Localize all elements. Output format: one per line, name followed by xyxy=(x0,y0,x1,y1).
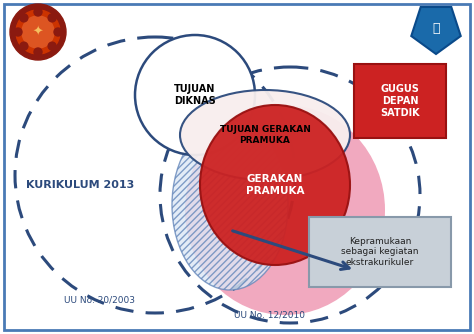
Circle shape xyxy=(34,8,42,16)
FancyBboxPatch shape xyxy=(309,217,451,287)
Text: UU No. 20/2003: UU No. 20/2003 xyxy=(64,296,136,305)
Text: 🏛: 🏛 xyxy=(432,21,440,34)
Circle shape xyxy=(16,10,60,54)
Text: TUJUAN
DIKNAS: TUJUAN DIKNAS xyxy=(174,84,216,106)
FancyBboxPatch shape xyxy=(4,4,470,330)
Text: GERAKAN
PRAMUKA: GERAKAN PRAMUKA xyxy=(246,174,304,196)
Circle shape xyxy=(48,42,56,50)
Text: ✦: ✦ xyxy=(33,25,43,38)
FancyBboxPatch shape xyxy=(354,64,446,138)
Ellipse shape xyxy=(200,105,350,265)
Text: UU No. 12/2010: UU No. 12/2010 xyxy=(235,311,306,320)
Text: TUJUAN GERAKAN
PRAMUKA: TUJUAN GERAKAN PRAMUKA xyxy=(219,125,310,145)
Polygon shape xyxy=(411,7,461,54)
Ellipse shape xyxy=(180,90,350,180)
FancyArrowPatch shape xyxy=(233,231,349,270)
Circle shape xyxy=(20,42,28,50)
Circle shape xyxy=(48,14,56,22)
Circle shape xyxy=(34,48,42,56)
Ellipse shape xyxy=(135,35,255,155)
Circle shape xyxy=(22,16,54,48)
Ellipse shape xyxy=(172,120,288,290)
Circle shape xyxy=(20,14,28,22)
Circle shape xyxy=(10,4,66,60)
Text: KURIKULUM 2013: KURIKULUM 2013 xyxy=(26,180,134,190)
Text: GUGUS
DEPAN
SATDIK: GUGUS DEPAN SATDIK xyxy=(380,85,420,118)
Circle shape xyxy=(54,28,62,36)
Text: Kepramukaan
sebagai kegiatan
ekstrakurikuler: Kepramukaan sebagai kegiatan ekstrakurik… xyxy=(341,237,419,267)
Ellipse shape xyxy=(185,105,385,315)
Circle shape xyxy=(14,28,22,36)
